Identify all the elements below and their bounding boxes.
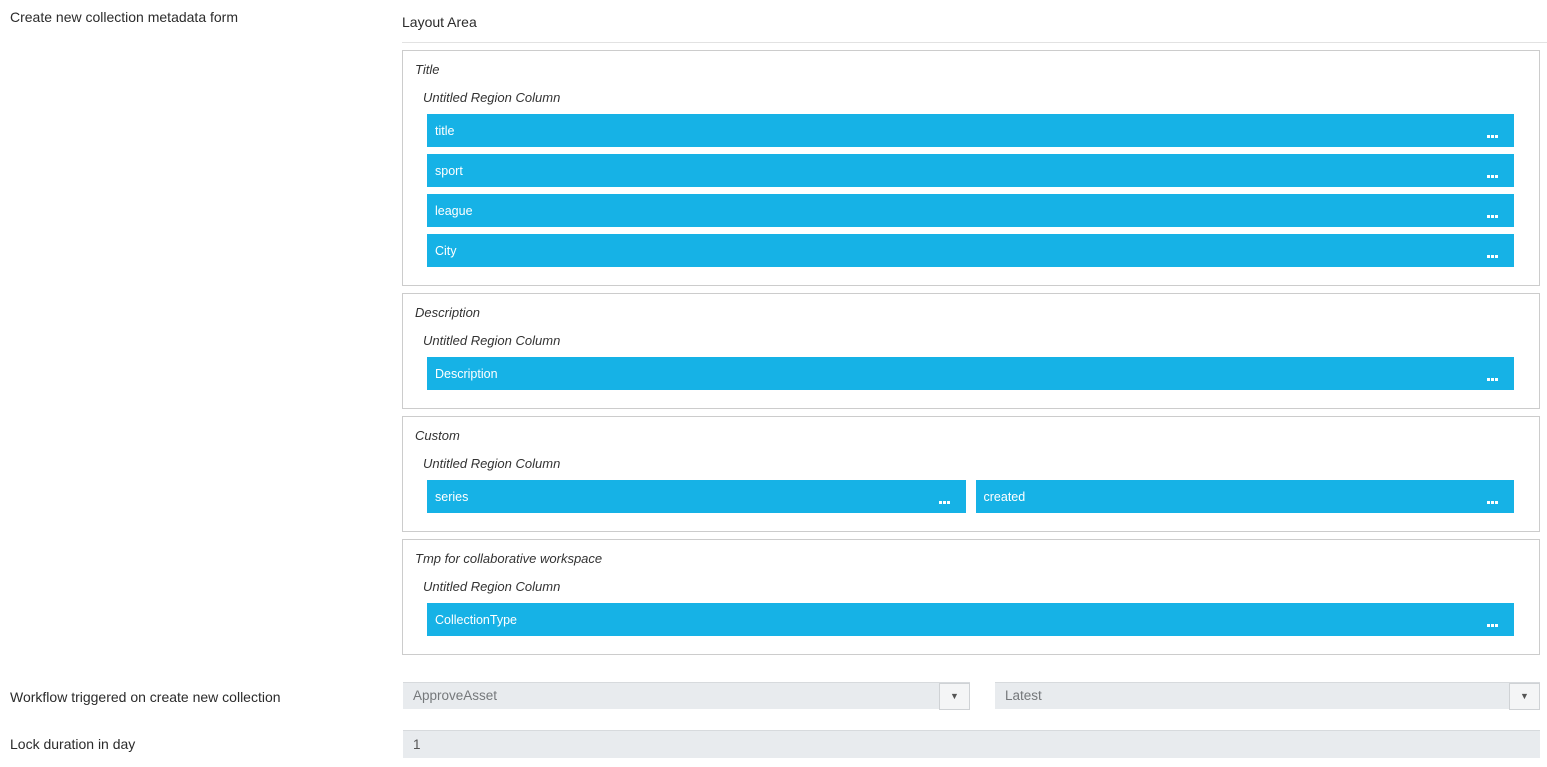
field-chip-sport[interactable]: sport [427, 154, 1514, 187]
field-row: title [427, 114, 1514, 147]
chevron-down-icon[interactable]: ▼ [1509, 683, 1540, 710]
section-label: Description [415, 305, 481, 320]
field-chip-label: sport [435, 163, 463, 178]
workflow-version-dropdown-value: Latest [1005, 688, 1042, 703]
field-chip-label: created [983, 489, 1026, 504]
field-row: CollectionType [427, 603, 1514, 636]
form-title-label: Create new collection metadata form [10, 9, 238, 25]
lock-duration-label: Lock duration in day [10, 736, 136, 752]
drag-handle-icon[interactable] [1487, 175, 1498, 178]
field-chip-label: title [435, 123, 455, 138]
layout-sections: Title Untitled Region Column title sport l… [402, 50, 1540, 662]
field-chip-league[interactable]: league [427, 194, 1514, 227]
section-label: Tmp for collaborative workspace [415, 551, 603, 566]
field-chip-series[interactable]: series [427, 480, 966, 513]
field-row: City [427, 234, 1514, 267]
lock-duration-input[interactable] [403, 730, 1540, 758]
layout-section: Custom Untitled Region Column series crea… [402, 416, 1540, 532]
drag-handle-icon[interactable] [1487, 378, 1498, 381]
chevron-down-icon[interactable]: ▼ [939, 683, 970, 710]
section-rows: series created [427, 480, 1514, 513]
field-row: sport [427, 154, 1514, 187]
layout-area-divider [402, 42, 1547, 43]
drag-handle-icon[interactable] [1487, 255, 1498, 258]
region-label: Untitled Region Column [423, 333, 561, 348]
field-row: league [427, 194, 1514, 227]
drag-handle-icon[interactable] [938, 501, 950, 504]
field-chip-label: Description [435, 366, 498, 381]
layout-area-title: Layout Area [402, 14, 477, 30]
section-rows: CollectionType [427, 603, 1514, 636]
field-chip-description[interactable]: Description [427, 357, 1514, 390]
drag-handle-icon[interactable] [1487, 135, 1498, 138]
field-chip-title[interactable]: title [427, 114, 1514, 147]
section-label: Title [415, 62, 440, 77]
field-chip-collectiontype[interactable]: CollectionType [427, 603, 1514, 636]
section-rows: Description [427, 357, 1514, 390]
drag-handle-icon[interactable] [1487, 624, 1498, 627]
layout-section: Description Untitled Region Column Descr… [402, 293, 1540, 409]
region-label: Untitled Region Column [423, 579, 561, 594]
field-chip-label: series [435, 489, 469, 504]
field-chip-created[interactable]: created [975, 480, 1514, 513]
workflow-trigger-label: Workflow triggered on create new collect… [10, 689, 281, 705]
field-chip-city[interactable]: City [427, 234, 1514, 267]
layout-section: Tmp for collaborative workspace Untitled… [402, 539, 1540, 655]
drag-handle-icon[interactable] [1487, 501, 1498, 504]
field-chip-label: CollectionType [435, 612, 517, 627]
layout-section: Title Untitled Region Column title sport l… [402, 50, 1540, 286]
workflow-dropdown[interactable]: ApproveAsset ▼ [403, 682, 970, 710]
drag-handle-icon[interactable] [1487, 215, 1498, 218]
section-label: Custom [415, 428, 460, 443]
field-row: Description [427, 357, 1514, 390]
field-row: series created [427, 480, 1514, 513]
field-chip-label: league [435, 203, 473, 218]
workflow-dropdown-value: ApproveAsset [413, 688, 498, 703]
workflow-version-dropdown[interactable]: Latest ▼ [995, 682, 1540, 710]
section-rows: title sport league City [427, 114, 1514, 267]
field-chip-label: City [435, 243, 457, 258]
region-label: Untitled Region Column [423, 90, 561, 105]
region-label: Untitled Region Column [423, 456, 561, 471]
